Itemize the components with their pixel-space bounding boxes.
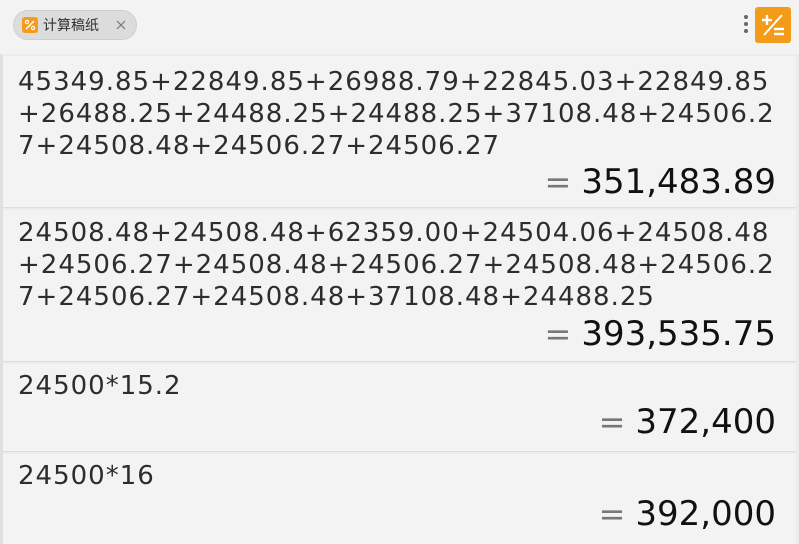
calculation-entry[interactable]: 45349.85+22849.85+26988.79+22845.03+2284…: [3, 56, 796, 208]
result-value: 392,000: [635, 494, 776, 534]
left-edge: [0, 54, 3, 544]
tab-calc-paper[interactable]: 计算稿纸: [13, 10, 137, 40]
equals-sign: =: [544, 315, 572, 353]
percent-icon: [22, 17, 38, 33]
result-value: 351,483.89: [581, 162, 776, 202]
result-value: 393,535.75: [581, 314, 776, 354]
result-value: 372,400: [635, 402, 776, 442]
plus-minus-icon: [762, 14, 784, 36]
result-row: = 372,400: [599, 402, 776, 442]
equals-sign: =: [598, 495, 626, 533]
tab-bar: 计算稿纸: [0, 0, 799, 54]
tab-title: 计算稿纸: [43, 18, 99, 34]
calculation-entry[interactable]: 24508.48+24508.48+62359.00+24504.06+2450…: [3, 210, 796, 362]
expression-text[interactable]: 24508.48+24508.48+62359.00+24504.06+2450…: [18, 218, 775, 312]
equals-sign: =: [544, 163, 572, 201]
expression-text[interactable]: 24500*15.2: [18, 371, 182, 401]
calculation-entry[interactable]: 24500*16 = 392,000: [3, 454, 796, 544]
expression-text[interactable]: 24500*16: [18, 461, 155, 491]
vertical-dots-icon[interactable]: [743, 15, 749, 37]
result-row: = 392,000: [599, 494, 776, 534]
result-row: = 393,535.75: [545, 314, 776, 354]
close-icon[interactable]: [113, 17, 129, 33]
calculation-entry[interactable]: 24500*15.2 = 372,400: [3, 364, 796, 452]
new-calculation-button[interactable]: [755, 7, 791, 43]
equals-sign: =: [598, 403, 626, 441]
result-row: = 351,483.89: [545, 162, 776, 202]
expression-text[interactable]: 45349.85+22849.85+26988.79+22845.03+2284…: [18, 67, 775, 161]
